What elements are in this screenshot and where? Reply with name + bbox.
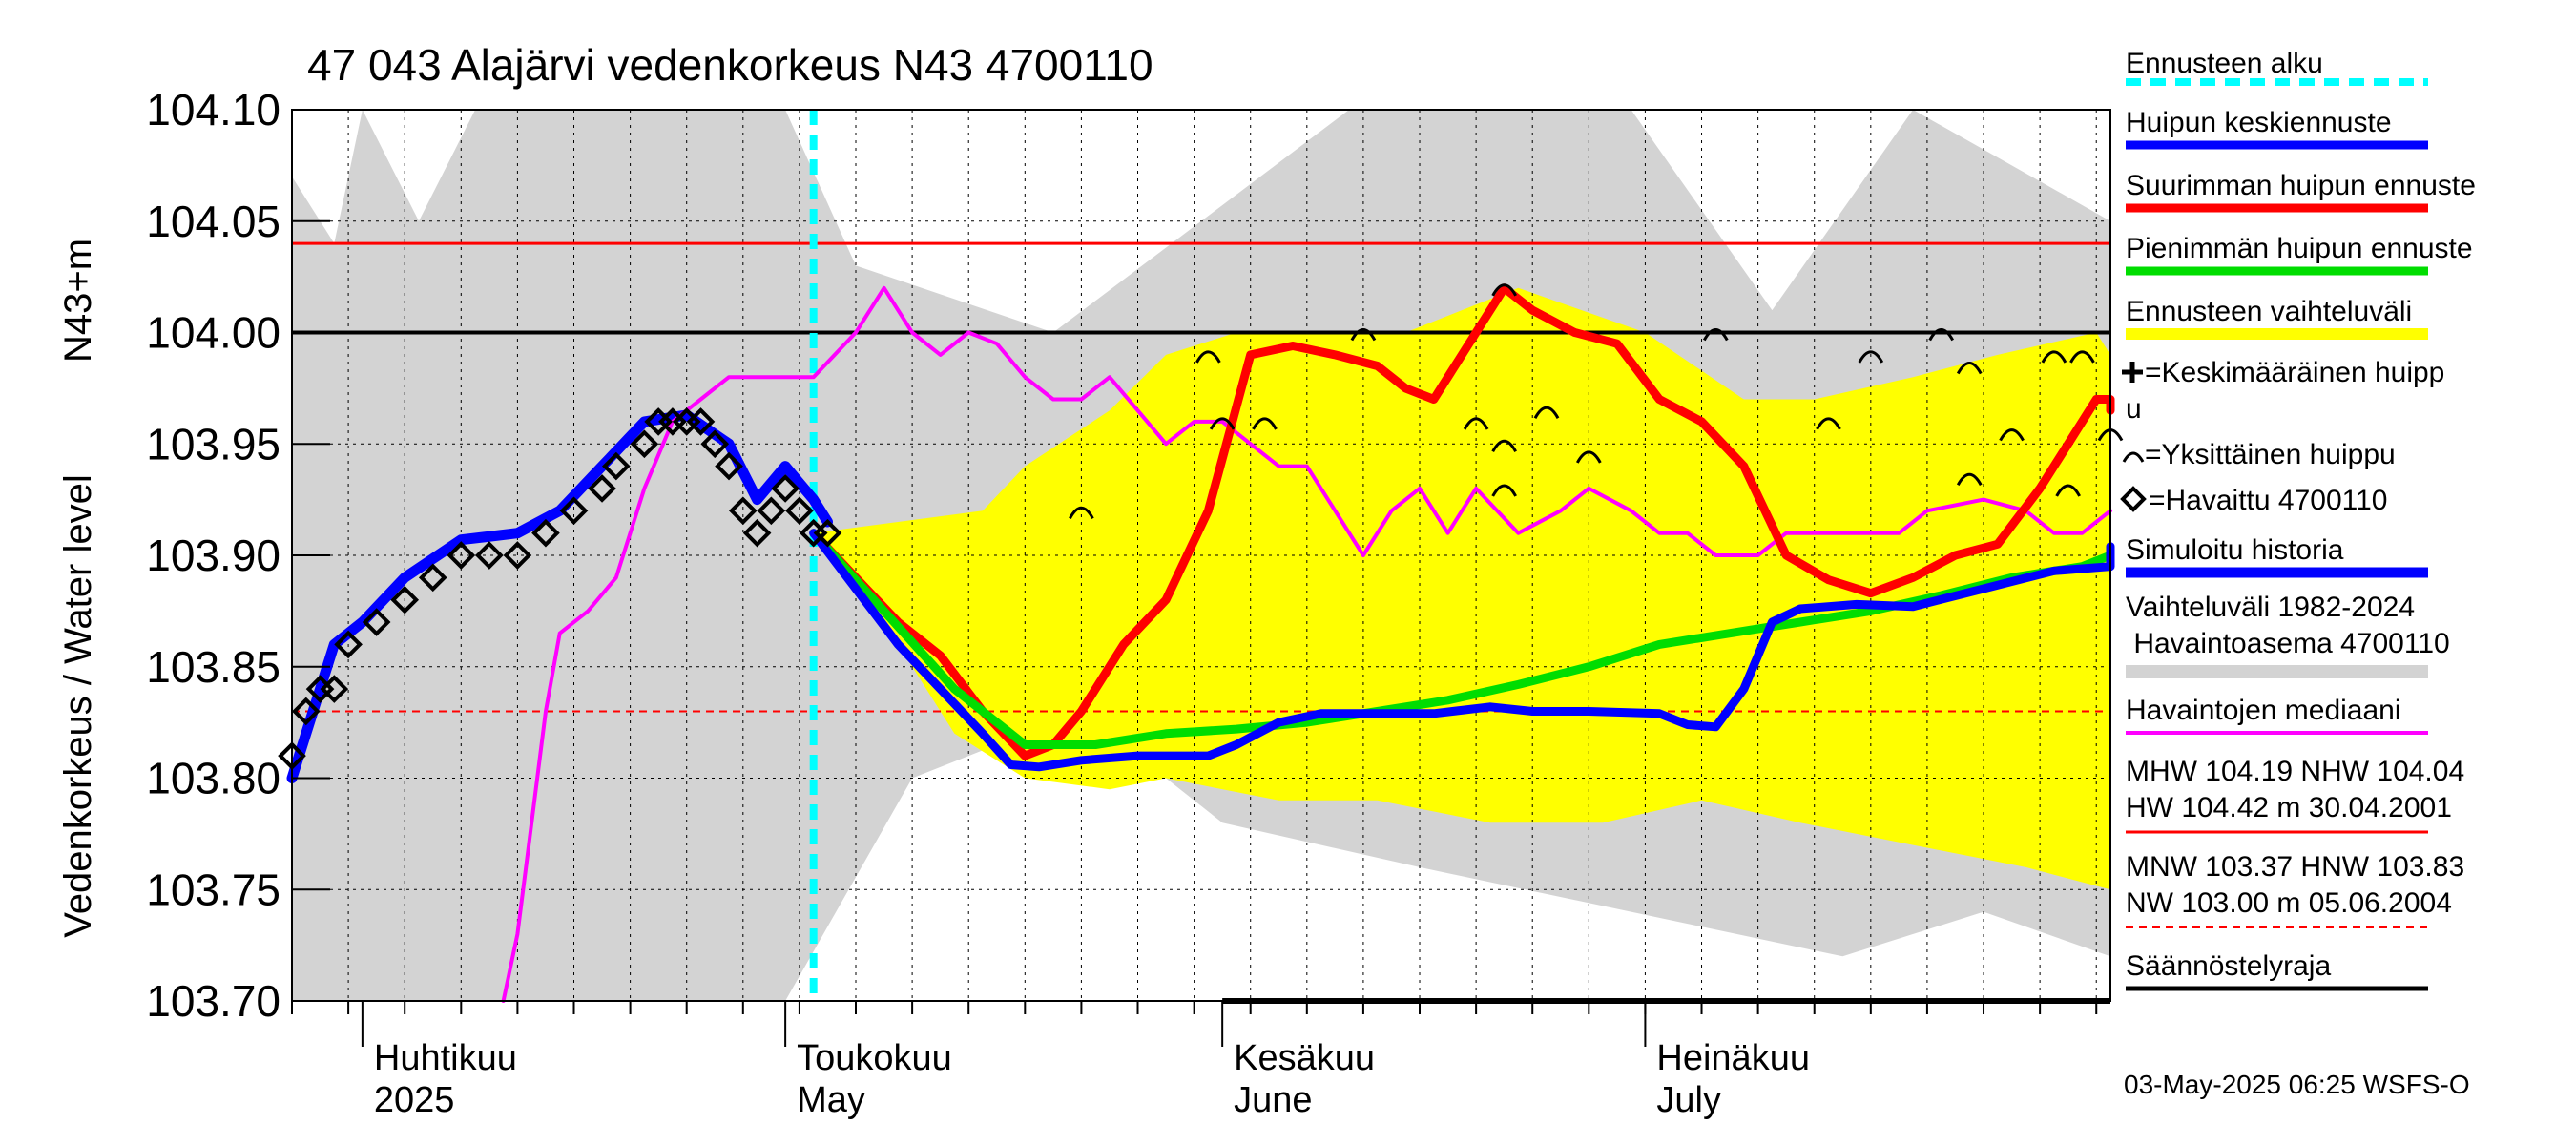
single-peak-mark (1463, 417, 1489, 430)
single-peak-mark (1195, 350, 1221, 364)
series-layer (286, 283, 2115, 1003)
y-tick-label: 103.95 (146, 419, 280, 468)
observed-point (771, 474, 800, 503)
observed-point (700, 429, 730, 459)
single-peak-mark (1928, 328, 1955, 342)
observed-point (757, 496, 786, 526)
single-peak-mark (1491, 439, 1517, 453)
observed-point (334, 630, 363, 659)
legend-historic-band-label-cont: Havaintoasema 4700110 (2126, 628, 2450, 659)
chart-title: 47 043 Alajärvi vedenkorkeus N43 4700110 (307, 40, 1153, 90)
single-peak-mark (2055, 484, 2081, 497)
observed-point (715, 451, 743, 481)
single-peak-mark (1491, 484, 1517, 497)
y-tick-label: 103.70 (146, 976, 280, 1026)
y-tick-label: 104.00 (146, 308, 280, 358)
series-line-mean-forecast (809, 529, 2115, 772)
y-axis-unit-label: N43+m (57, 239, 99, 363)
observed-point (362, 608, 391, 636)
observed-point (813, 518, 842, 548)
legend-mean-peak-label: =Keskimääräinen huipp (2145, 357, 2444, 388)
x-month-label-en: May (797, 1080, 865, 1120)
observed-point (686, 407, 716, 436)
x-month-label-en: 2025 (374, 1080, 455, 1120)
y-axis-label: Vedenkorkeus / Water level (57, 474, 99, 937)
x-month-label-fi: Toukokuu (797, 1038, 952, 1078)
single-peak-mark (1858, 350, 1884, 364)
single-peak-mark (1956, 472, 1983, 487)
observed-point (785, 496, 814, 526)
legend-min-forecast-label: Pienimmän huipun ennuste (2126, 233, 2473, 264)
x-month-label-fi: Huhtikuu (374, 1038, 517, 1078)
observed-point (630, 429, 659, 459)
single-peak-mark (1209, 417, 1236, 430)
single-peak-mark (1252, 417, 1278, 430)
legend-median-label: Havaintojen mediaani (2126, 695, 2401, 726)
legend-mean-forecast-label: Huipun keskiennuste (2126, 107, 2392, 138)
x-month-label-fi: Kesäkuu (1234, 1038, 1375, 1078)
single-peak-mark (1491, 283, 1517, 297)
single-peak-mark (1533, 406, 1560, 419)
x-month-label-fi: Heinäkuu (1656, 1038, 1810, 1078)
legend-forecast-band-label: Ennusteen vaihteluväli (2126, 296, 2412, 327)
observed-point (559, 496, 589, 526)
legend-observed-icon (2120, 486, 2147, 512)
y-tick-label: 104.05 (146, 197, 280, 246)
legend-mean-peak-label-cont: u (2126, 393, 2142, 425)
legend-stats-low-line1: MNW 103.37 HNW 103.83 (2126, 851, 2464, 883)
observed-point (390, 585, 420, 614)
single-peak-mark (1576, 450, 1602, 464)
x-month-label-en: June (1234, 1080, 1312, 1120)
single-peak-mark (1702, 328, 1729, 342)
observed-point (447, 541, 476, 570)
axes: 103.70 103.75 103.80 103.85 103.90 103.95 104.… (146, 85, 2098, 1120)
legend-historic-band-label: Vaihteluväli 1982-2024 (2126, 592, 2415, 623)
legend-forecast-start-label: Ennusteen alku (2126, 48, 2323, 79)
single-peak-mark (1350, 328, 1377, 342)
legend: Ennusteen alku Huipun keskiennuste Suuri… (2120, 48, 2476, 991)
footer-timestamp: 03-May-2025 06:25 WSFS-O (2124, 1070, 2470, 1099)
observed-point (418, 563, 447, 593)
observed-point (475, 541, 504, 570)
legend-stats-high-line2: HW 104.42 m 30.04.2001 (2126, 792, 2452, 823)
single-peak-mark (1999, 428, 2025, 442)
legend-simulated-label: Simuloitu historia (2126, 534, 2344, 566)
y-tick-label: 104.10 (146, 85, 280, 135)
observed-point (320, 675, 349, 703)
observed-point (291, 697, 321, 726)
y-tick-label: 103.85 (146, 642, 280, 692)
legend-mean-peak-icon (2122, 362, 2143, 383)
legend-stats-high-line1: MHW 104.19 NHW 104.04 (2126, 756, 2464, 787)
legend-single-peak-icon (2122, 451, 2145, 463)
observed-point (742, 518, 772, 548)
observed-markers-layer (278, 407, 842, 770)
legend-stats-low-line2: NW 103.00 m 05.06.2004 (2126, 887, 2452, 919)
legend-single-peak-label: =Yksittäinen huippu (2145, 439, 2396, 470)
x-month-label-en: July (1656, 1080, 1721, 1120)
observed-point (531, 518, 560, 548)
legend-regulation-limit-label: Säännöstelyraja (2126, 950, 2331, 982)
observed-point (503, 541, 532, 570)
single-peak-mark (1816, 417, 1841, 430)
y-tick-label: 103.90 (146, 531, 280, 580)
single-peak-mark (2069, 350, 2095, 364)
legend-observed-label: =Havaittu 4700110 (2149, 485, 2387, 516)
y-tick-label: 103.80 (146, 754, 280, 803)
single-peak-mark (2041, 350, 2067, 364)
observed-point (602, 451, 631, 481)
y-tick-label: 103.75 (146, 864, 280, 914)
observed-point (728, 496, 758, 526)
single-peak-mark (1069, 506, 1094, 520)
observed-point (588, 474, 616, 503)
single-peaks-layer (1069, 283, 2124, 520)
legend-max-forecast-label: Suurimman huipun ennuste (2126, 170, 2476, 201)
single-peak-mark (1956, 362, 1983, 375)
